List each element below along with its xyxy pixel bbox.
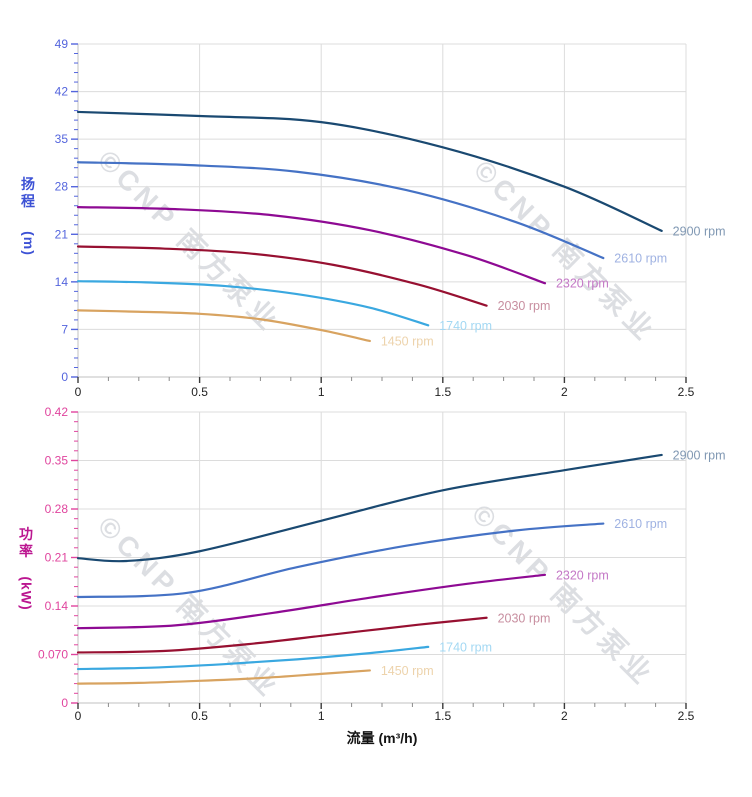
head-y-tick-label: 14 [55, 275, 69, 289]
head-curve-label-2030rpm: 2030 rpm [498, 299, 551, 313]
power-x-tick-label: 2 [561, 709, 568, 723]
power-x-tick-label: 1.5 [434, 709, 451, 723]
head-curve-label-2610rpm: 2610 rpm [614, 252, 667, 266]
head-curve-2030rpm [76, 245, 488, 307]
head-axis-title-char: 程 [21, 193, 35, 209]
head-x-tick-label: 0 [75, 385, 82, 399]
head-chart: 0 7 14 21 28 35 42 49 0 0.5 1 1.5 2 2.5 2900 rpm 2610 r… [55, 37, 726, 399]
power-y-tick-label: 0.28 [45, 502, 69, 516]
head-curve-1450rpm [76, 309, 371, 343]
power-curve-label-2030rpm: 2030 rpm [498, 611, 551, 625]
power-axis-unit: (kW) [18, 575, 35, 611]
power-curve-2610rpm [76, 522, 605, 599]
head-x-tick-label: 1.5 [434, 385, 451, 399]
head-y-tick-label: 28 [55, 180, 69, 194]
head-axis-title-char: 扬 [21, 176, 35, 192]
power-y-tick-label: 0.070 [38, 648, 68, 662]
power-y-tick-label: 0.35 [45, 454, 69, 468]
power-curve-label-2900rpm: 2900 rpm [673, 448, 726, 462]
power-axis-title-char: 功 [19, 526, 33, 542]
power-axis-title: 功 率 (kW) [10, 526, 42, 615]
power-x-tick-label: 1 [318, 709, 325, 723]
power-y-tick-label: 0 [61, 696, 68, 710]
head-curve-2900rpm [76, 110, 663, 232]
power-curve-label-1450rpm: 1450 rpm [381, 664, 434, 678]
power-y-tick-label: 0.14 [45, 599, 69, 613]
head-x-tick-label: 2 [561, 385, 568, 399]
power-curve-label-2320rpm: 2320 rpm [556, 568, 609, 582]
power-axis-title-char: 率 [19, 543, 33, 559]
power-x-tick-label: 0 [75, 709, 82, 723]
head-curve-2610rpm [76, 161, 605, 260]
head-curve-label-2320rpm: 2320 rpm [556, 277, 609, 291]
head-x-tick-label: 2.5 [678, 385, 695, 399]
power-y-tick-label: 0.42 [45, 405, 69, 419]
power-curve-label-1740rpm: 1740 rpm [439, 640, 492, 654]
power-chart: 0 0.070 0.14 0.21 0.28 0.35 0.42 0 0.5 1 1.5 2 2.5 29… [38, 405, 726, 723]
power-curve-label-2610rpm: 2610 rpm [614, 517, 667, 531]
head-axis-unit: (m) [20, 230, 37, 256]
head-x-tick-label: 0.5 [191, 385, 208, 399]
head-y-tick-label: 49 [55, 37, 69, 51]
head-curve-label-2900rpm: 2900 rpm [673, 224, 726, 238]
head-y-tick-label: 7 [61, 322, 68, 336]
head-y-tick-label: 42 [55, 85, 69, 99]
head-curve-2320rpm [76, 206, 547, 285]
power-curve-2900rpm [76, 453, 663, 563]
power-x-tick-label: 0.5 [191, 709, 208, 723]
power-curve-1450rpm [76, 669, 371, 685]
x-axis-title: 流量 (m³/h) [346, 730, 418, 746]
head-curve-1740rpm [76, 280, 430, 327]
power-curve-2320rpm [76, 573, 547, 630]
power-y-tick-label: 0.21 [45, 551, 69, 565]
power-curve-2030rpm [76, 616, 488, 654]
head-curve-label-1450rpm: 1450 rpm [381, 334, 434, 348]
power-curve-1740rpm [76, 645, 430, 671]
power-x-tick-label: 2.5 [678, 709, 695, 723]
head-y-tick-label: 21 [55, 227, 69, 241]
head-y-tick-label: 35 [55, 132, 69, 146]
head-axis-title: 扬 程 (m) [12, 176, 44, 265]
head-x-tick-label: 1 [318, 385, 325, 399]
head-y-tick-label: 0 [61, 370, 68, 384]
head-curve-label-1740rpm: 1740 rpm [439, 319, 492, 333]
